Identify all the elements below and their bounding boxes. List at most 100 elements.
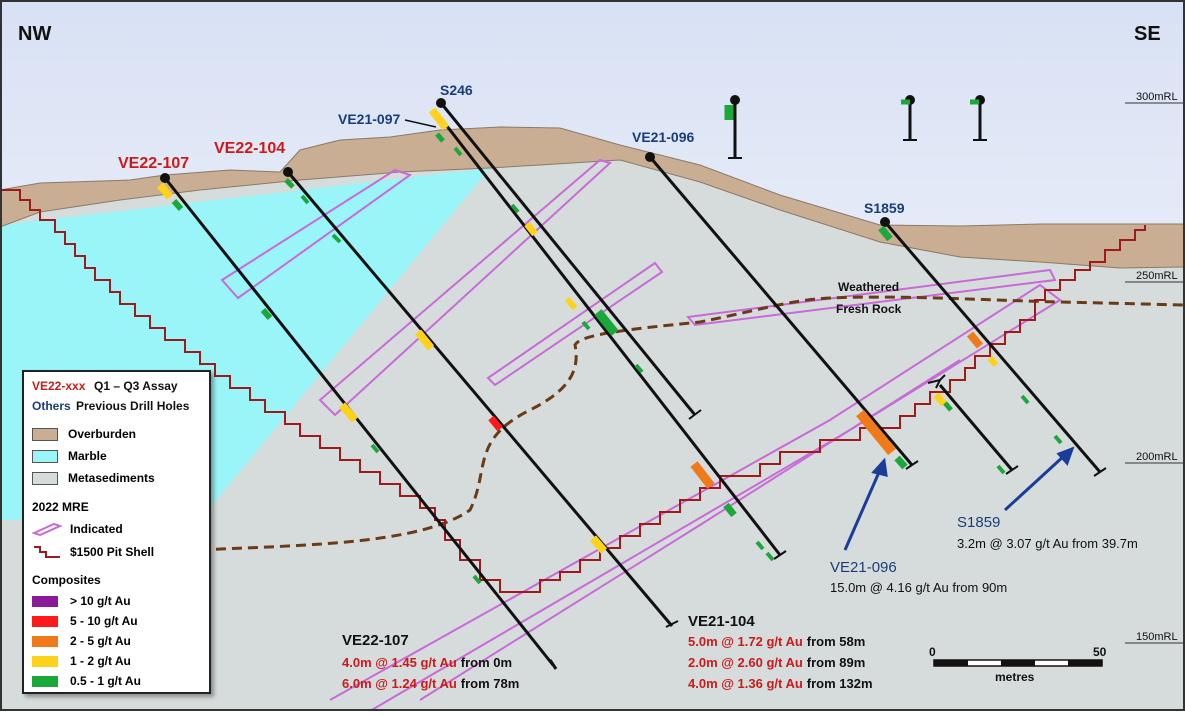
intercept-assay: 5.0m @ 1.72 g/t Au bbox=[688, 634, 803, 649]
composite-swatch bbox=[32, 615, 58, 627]
legend-row-overburden: Overburden bbox=[32, 426, 136, 442]
composite-label: 0.5 - 1 g/t Au bbox=[70, 674, 141, 688]
intercept-assay: 4.0m @ 1.45 g/t Au bbox=[342, 655, 457, 670]
composite-1-2 bbox=[933, 392, 947, 407]
composite-0.5-1 bbox=[943, 401, 953, 412]
intercept-title: VE22-107 bbox=[342, 632, 409, 649]
pit-shell-swatch bbox=[34, 546, 60, 558]
composite-0.5-1 bbox=[1053, 434, 1063, 445]
indicated-polygon bbox=[486, 261, 664, 387]
direction-se: SE bbox=[1134, 23, 1161, 45]
composite-1-2 bbox=[156, 182, 174, 200]
scale-bar: 0 50 metres bbox=[929, 645, 1107, 684]
callout-arrows bbox=[843, 446, 1075, 551]
metasediments-swatch bbox=[32, 471, 58, 485]
intercept-assay: 2.0m @ 2.60 g/t Au bbox=[688, 655, 803, 670]
legend-ve-key: VE22-xxx bbox=[32, 379, 86, 393]
weathered-label: Weathered bbox=[838, 280, 899, 294]
arrow-head bbox=[871, 457, 888, 477]
composite-1-2 bbox=[589, 535, 608, 554]
rl-label-200: 200mRL bbox=[1136, 451, 1178, 463]
composite-intervals bbox=[156, 99, 1063, 585]
legend-ve-desc: Q1 – Q3 Assay bbox=[94, 379, 178, 393]
indicated-polygon bbox=[318, 158, 612, 417]
hole-end-ticks bbox=[665, 139, 1107, 628]
fresh-rock-label: Fresh Rock bbox=[836, 302, 902, 316]
composite-1-2 bbox=[564, 297, 578, 310]
hole-label-s1859: S1859 bbox=[864, 200, 905, 216]
hole-label-s246: S246 bbox=[440, 82, 473, 98]
composite-5-10 bbox=[488, 415, 503, 432]
composite-1-2 bbox=[987, 356, 999, 367]
composite-swatch bbox=[32, 635, 58, 647]
composite-2-5 bbox=[966, 331, 984, 349]
scale-end: 50 bbox=[1093, 645, 1107, 659]
intercept-text: 3.2m @ 3.07 g/t Au from 39.7m bbox=[957, 536, 1138, 551]
scale-unit: metres bbox=[995, 670, 1035, 684]
indicated-swatch bbox=[32, 522, 62, 536]
composite-label: 1 - 2 g/t Au bbox=[70, 654, 131, 668]
legend-marble: Marble bbox=[68, 449, 107, 463]
intercept-ve22-107: VE22-107 4.0m @ 1.45 g/t Au from 0m 6.0m … bbox=[342, 632, 519, 691]
drill-trace-short bbox=[938, 384, 1014, 471]
intercept-line: 4.0m @ 1.36 g/t Au from 132m bbox=[688, 676, 873, 691]
composite-0.5-1 bbox=[765, 551, 775, 562]
intercept-line: 6.0m @ 1.24 g/t Au from 78m bbox=[342, 676, 519, 691]
direction-nw: NW bbox=[18, 23, 51, 45]
hole-end-tick bbox=[665, 620, 679, 628]
composite-2-5 bbox=[690, 461, 715, 489]
composite-1-2 bbox=[414, 329, 435, 351]
intercept-s1859: S1859 3.2m @ 3.07 g/t Au from 39.7m bbox=[957, 514, 1138, 551]
collar-dots bbox=[160, 95, 985, 227]
legend-metasediments: Metasediments bbox=[68, 471, 155, 485]
legend-row-marble: Marble bbox=[32, 448, 107, 464]
hole-label-ve22-107: VE22-107 bbox=[118, 155, 189, 172]
legend-mre-title: 2022 MRE bbox=[32, 500, 89, 514]
intercept-from: from 0m bbox=[461, 655, 512, 670]
indicated-polygon bbox=[419, 359, 961, 701]
indicated-polygon bbox=[220, 168, 413, 300]
drill-trace-s1859 bbox=[883, 221, 1102, 473]
intercept-title: VE21-096 bbox=[830, 559, 897, 576]
collar-dot bbox=[436, 98, 446, 108]
hole-end-tick bbox=[1005, 465, 1019, 475]
hole-end-tick bbox=[905, 460, 919, 470]
composite-swatch bbox=[32, 675, 58, 687]
intercept-from: from 89m bbox=[807, 655, 866, 670]
arrow-head bbox=[1056, 446, 1075, 466]
weathering-contact bbox=[199, 295, 1185, 552]
drill-trace-ve22-107 bbox=[163, 177, 555, 666]
composite-0.5-1 bbox=[723, 502, 737, 518]
legend-composite-row: 2 - 5 g/t Au bbox=[32, 633, 131, 649]
drill-trace-ve21-096 bbox=[648, 156, 914, 466]
legend-row-pit-shell: $1500 Pit Shell bbox=[32, 544, 154, 560]
rl-label-250: 250mRL bbox=[1136, 270, 1178, 282]
hole-end-tick bbox=[773, 550, 787, 560]
scale-segment bbox=[1068, 660, 1102, 666]
drill-holes bbox=[163, 100, 1102, 670]
indicated-polygon bbox=[686, 268, 1057, 327]
legend-indicated: Indicated bbox=[70, 522, 123, 536]
composite-0.5-1 bbox=[510, 203, 520, 214]
marble-swatch bbox=[32, 449, 58, 463]
composite-label: 2 - 5 g/t Au bbox=[70, 634, 131, 648]
drill-end-ve22-107 bbox=[548, 659, 558, 670]
collar-dot bbox=[283, 167, 293, 177]
hole-end-tick bbox=[927, 374, 946, 389]
legend-row-indicated: Indicated bbox=[32, 521, 123, 537]
composite-1-2 bbox=[338, 402, 359, 423]
arrow-s1859 bbox=[1003, 453, 1067, 512]
legend-panel: VE22-xxx Q1 – Q3 Assay Others Previous D… bbox=[22, 370, 211, 694]
collar-dot bbox=[645, 152, 655, 162]
pit-shell-outline bbox=[0, 189, 1146, 593]
legend-composite-row: > 10 g/t Au bbox=[32, 593, 131, 609]
legend-composites-title: Composites bbox=[32, 573, 101, 587]
composite-0.5-1 bbox=[1020, 394, 1030, 405]
intercept-ve21-096: VE21-096 15.0m @ 4.16 g/t Au from 90m bbox=[830, 559, 1007, 595]
composite-label: > 10 g/t Au bbox=[70, 594, 131, 608]
legend-others-desc: Previous Drill Holes bbox=[76, 399, 190, 413]
collar-dot bbox=[730, 95, 740, 105]
